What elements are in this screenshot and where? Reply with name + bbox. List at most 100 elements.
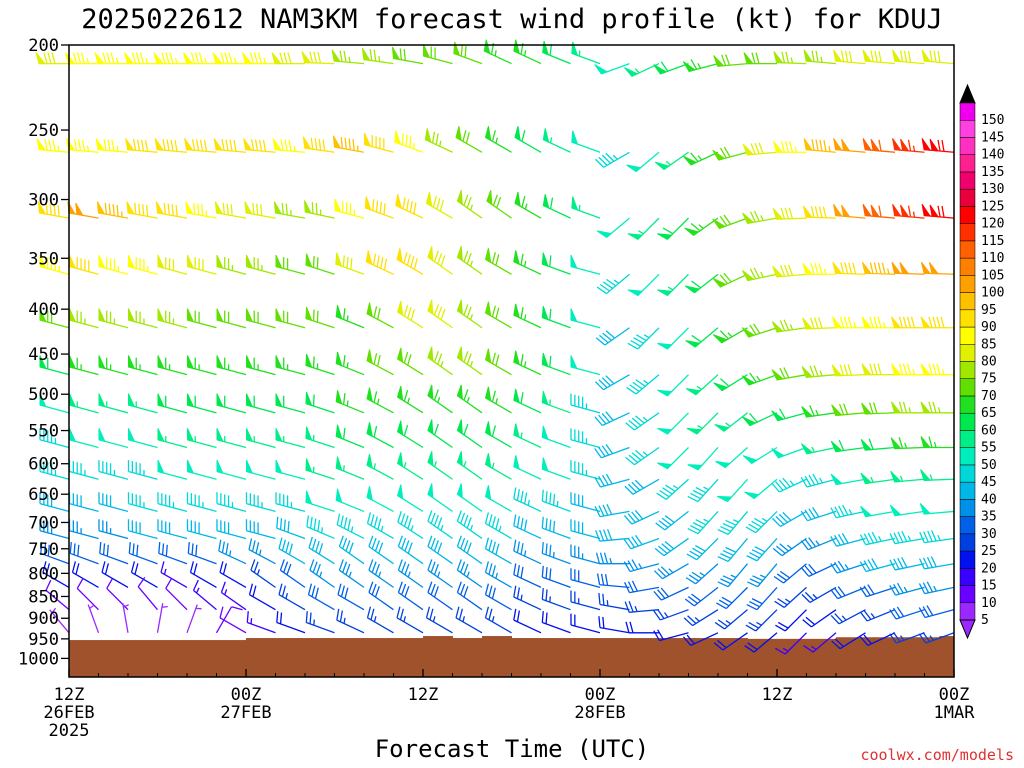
colorbar-swatch — [959, 550, 976, 569]
colorbar-tick-label: 110 — [981, 251, 1004, 266]
colorbar-tick-label: 55 — [981, 441, 997, 456]
colorbar-swatch — [959, 533, 976, 552]
wind-barb — [920, 469, 955, 481]
y-tick-label: 200 — [28, 36, 59, 56]
wind-barb — [860, 505, 896, 518]
wind-barb — [541, 352, 571, 376]
wind-barb — [87, 604, 100, 634]
wind-barb — [861, 363, 895, 376]
wind-barb — [570, 590, 601, 611]
colorbar-tick-label: 5 — [981, 613, 989, 628]
wind-barb — [715, 447, 748, 469]
wind-barb — [657, 412, 689, 435]
wind-barb — [220, 581, 247, 611]
terrain-segment — [246, 638, 424, 677]
x-tick-label: 00Z — [231, 685, 262, 705]
wind-barb — [919, 502, 955, 515]
wind-barb — [361, 47, 394, 65]
colorbar-tick-label: 35 — [981, 510, 997, 525]
wind-barb — [335, 351, 365, 376]
wind-barb — [212, 52, 246, 65]
wind-barb — [484, 386, 512, 414]
wind-barb — [483, 39, 512, 65]
wind-barb — [513, 388, 542, 414]
plot-frame — [68, 44, 955, 678]
wind-barb — [278, 537, 306, 565]
wind-barb — [126, 201, 158, 219]
wind-barb — [304, 200, 335, 219]
y-tick-label: 700 — [28, 513, 59, 533]
wind-barb — [186, 492, 217, 513]
colorbar-swatch — [959, 412, 976, 431]
wind-barb — [275, 308, 306, 329]
colorbar-tick-label: 100 — [981, 286, 1004, 301]
wind-barb — [514, 126, 542, 153]
wind-barb — [49, 607, 70, 634]
terrain-segment — [747, 638, 837, 677]
wind-barb — [216, 254, 247, 275]
wind-barb — [305, 458, 335, 480]
wind-barb — [127, 460, 158, 480]
wind-barb — [570, 393, 601, 414]
y-axis: 200 250 300 350 400 450 500 550 600 650 700 750 800 8… — [18, 36, 69, 669]
y-tick-label: 800 — [28, 564, 59, 584]
wind-barb — [685, 563, 719, 585]
wind-barb — [683, 151, 719, 166]
colorbar-tick-label: 105 — [981, 268, 1004, 283]
wind-barb — [771, 510, 807, 527]
y-tick-label: 750 — [28, 540, 59, 560]
wind-barb — [802, 262, 836, 275]
wind-barb — [336, 608, 365, 634]
wind-barb — [774, 586, 807, 609]
wind-barb — [653, 586, 689, 601]
wind-barb — [541, 489, 571, 513]
wind-barb — [541, 516, 571, 540]
wind-barb — [889, 504, 925, 517]
wind-barb — [305, 611, 335, 634]
wind-barb — [801, 405, 837, 418]
wind-barb — [95, 138, 129, 153]
colorbar-swatch — [959, 102, 976, 121]
colorbar-swatch — [959, 223, 976, 242]
wind-barb — [771, 446, 807, 459]
wind-barb — [513, 487, 542, 513]
wind-barb — [427, 535, 453, 565]
wind-barb — [570, 492, 601, 513]
wind-barb — [278, 583, 306, 611]
colorbar-swatch — [959, 154, 976, 173]
wind-barb — [363, 132, 394, 153]
wind-barb — [775, 609, 807, 632]
wind-barb — [157, 308, 188, 329]
wind-barb — [165, 578, 188, 611]
wind-barb — [596, 573, 630, 589]
wind-barb — [484, 485, 512, 512]
wind-barb — [397, 559, 424, 588]
wind-barb — [654, 537, 689, 557]
wind-barb — [713, 632, 748, 651]
wind-barb — [541, 391, 571, 414]
wind-barb — [245, 355, 276, 376]
wind-barb — [76, 578, 99, 611]
wind-barb — [153, 52, 187, 65]
wind-barb — [186, 519, 217, 540]
wind-barb — [368, 535, 394, 565]
wind-barb — [803, 49, 837, 65]
wind-barb — [772, 207, 807, 220]
wind-barb — [248, 538, 276, 565]
x-tick-label: 12Z — [54, 685, 85, 705]
credit-link[interactable]: coolwx.com/models — [860, 746, 1014, 764]
x-tick-label: 1MAR — [934, 703, 976, 723]
wind-barb — [830, 439, 866, 453]
wind-barb — [889, 582, 925, 596]
wind-barb — [98, 308, 129, 329]
wind-barb — [248, 583, 276, 611]
wind-barb — [594, 443, 630, 459]
wind-barb — [771, 408, 807, 422]
wind-barb — [94, 52, 128, 65]
wind-barb — [425, 191, 453, 219]
wind-barb — [245, 393, 276, 414]
wind-barb — [541, 252, 571, 275]
wind-barb — [275, 355, 306, 376]
wind-barb — [486, 190, 512, 219]
wind-barb — [244, 201, 276, 219]
